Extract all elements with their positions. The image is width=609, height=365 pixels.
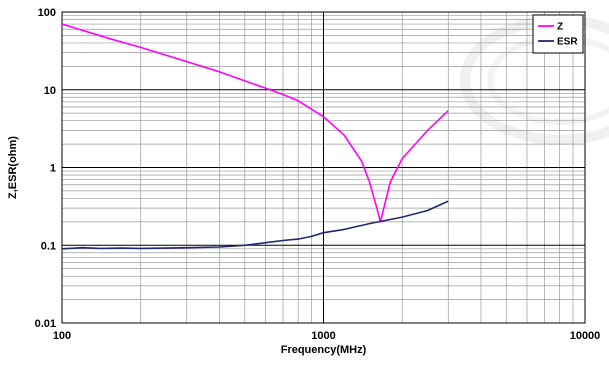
x-axis-title: Frequency(MHz) [281, 344, 367, 356]
legend-label-esr: ESR [557, 37, 578, 48]
major-gridlines [62, 12, 585, 323]
y-tick-label: 0.1 [41, 240, 56, 252]
series-line-esr [61, 200, 449, 250]
tick-labels: 100 1000 10000 100 10 1 0.1 0.01 [35, 7, 601, 342]
series-layer [61, 23, 449, 250]
plot-area-frame [61, 11, 586, 324]
x-tick-label: 10000 [570, 330, 601, 342]
x-tick-label: 100 [53, 330, 71, 342]
y-tick-label: 10 [44, 85, 56, 97]
y-tick-label: 1 [50, 163, 56, 175]
y-tick-label: 0.01 [35, 318, 56, 330]
y-tick-label: 100 [38, 7, 56, 19]
legend-label-z: Z [557, 22, 563, 33]
x-tick-label: 1000 [311, 330, 335, 342]
series-line-z [61, 23, 449, 223]
y-axis-title: Z,ESR(ohm) [7, 136, 19, 199]
legend-box [532, 14, 584, 54]
legend: Z ESR [532, 14, 584, 54]
